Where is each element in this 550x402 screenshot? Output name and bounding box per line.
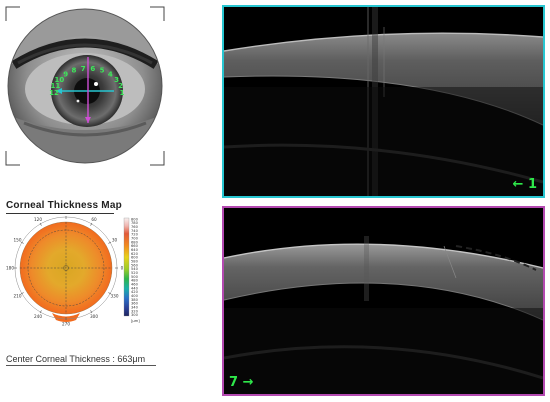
angle-tick — [108, 241, 112, 244]
meridian-number: 5 — [100, 67, 105, 75]
scale-label: 740 — [131, 229, 139, 233]
angle-label: 270 — [62, 321, 70, 326]
scale-label: 700 — [131, 237, 139, 241]
cct-underline — [6, 365, 156, 366]
scale-label: 660 — [131, 244, 139, 248]
angle-tick — [20, 292, 24, 295]
scale-label: 600 — [131, 256, 139, 260]
angle-label: 210 — [14, 293, 22, 298]
eye-camera-panel: 12 11 10 9 8 7 6 5 4 3 2 1 — [4, 5, 166, 167]
scale-label: 340 — [131, 306, 139, 310]
corneal-thickness-map: 9060300330300270240210180150120 80078076… — [6, 214, 140, 326]
angle-label: 60 — [91, 217, 97, 222]
scale-label: 560 — [131, 263, 139, 267]
meridian-number: 11 — [51, 82, 61, 90]
angle-label-ring: 9060300330300270240210180150120 — [6, 214, 124, 326]
scale-label: 300 — [131, 313, 139, 317]
scale-label: 640 — [131, 248, 139, 252]
color-scale-bar — [123, 217, 130, 317]
angle-label: 120 — [34, 217, 42, 222]
scale-unit-label: [μm] — [131, 319, 140, 323]
scan-label-7: 7 → — [229, 375, 254, 390]
scale-label: 800 — [131, 217, 139, 221]
scale-label: 540 — [131, 267, 139, 271]
angle-tick — [39, 310, 42, 314]
angle-tick — [90, 310, 93, 314]
color-scale-labels: 8007807607407207006806606406206005805605… — [131, 217, 139, 317]
corneal-layer — [224, 244, 543, 320]
scale-label: 320 — [131, 309, 139, 313]
scale-label: 400 — [131, 294, 139, 298]
angle-tick — [39, 222, 42, 226]
scale-label: 420 — [131, 290, 139, 294]
oct-scan-meridian-7: 7 → — [222, 206, 545, 396]
scale-label: 480 — [131, 279, 139, 283]
angle-label: 180 — [6, 265, 14, 270]
angle-label: 330 — [111, 293, 119, 298]
oct-scan-image-7 — [224, 208, 543, 394]
vertical-arrowhead — [85, 117, 91, 123]
corneal-layer — [224, 33, 543, 125]
scale-label: 440 — [131, 286, 139, 290]
scale-label: 780 — [131, 221, 139, 225]
meridian-number: 6 — [90, 65, 95, 73]
meridian-number: 2 — [118, 82, 123, 90]
angle-label: 30 — [112, 237, 118, 242]
meridian-number: 7 — [81, 65, 86, 73]
scale-label: 580 — [131, 260, 139, 264]
angle-label: 0 — [121, 265, 124, 270]
scale-label: 460 — [131, 283, 139, 287]
scale-label: 760 — [131, 225, 139, 229]
meridian-number: 9 — [63, 71, 68, 79]
scale-label: 520 — [131, 271, 139, 275]
angle-tick — [108, 292, 112, 295]
oct-scan-image-1 — [224, 7, 543, 196]
thickness-map-disc — [19, 221, 113, 322]
angle-tick — [90, 222, 93, 226]
title-underline — [6, 213, 114, 214]
thickness-map-title: Corneal Thickness Map — [6, 200, 122, 211]
scale-label: 680 — [131, 240, 139, 244]
scale-label: 380 — [131, 298, 139, 302]
meridian-number: 1 — [120, 89, 125, 97]
angle-tick — [20, 241, 24, 244]
meridian-number: 12 — [49, 89, 59, 97]
meridian-number: 3 — [114, 76, 119, 84]
scale-label: 720 — [131, 233, 139, 237]
scale-label: 360 — [131, 302, 139, 306]
horizontal-arrowhead — [56, 88, 62, 94]
scale-label: 620 — [131, 252, 139, 256]
scale-label: 500 — [131, 275, 139, 279]
center-corneal-thickness: Center Corneal Thickness : 663μm — [6, 354, 146, 364]
angle-label: 240 — [34, 314, 42, 319]
viewfinder-corners — [5, 6, 165, 166]
meridian-number: 8 — [71, 67, 76, 75]
angle-label: 300 — [90, 314, 98, 319]
meridian-number: 4 — [108, 71, 113, 79]
angle-label: 150 — [14, 237, 22, 242]
scan-label-1: ← 1 — [512, 177, 537, 192]
oct-scan-meridian-1: ← 1 — [222, 5, 545, 198]
meridian-number: 10 — [55, 76, 65, 84]
